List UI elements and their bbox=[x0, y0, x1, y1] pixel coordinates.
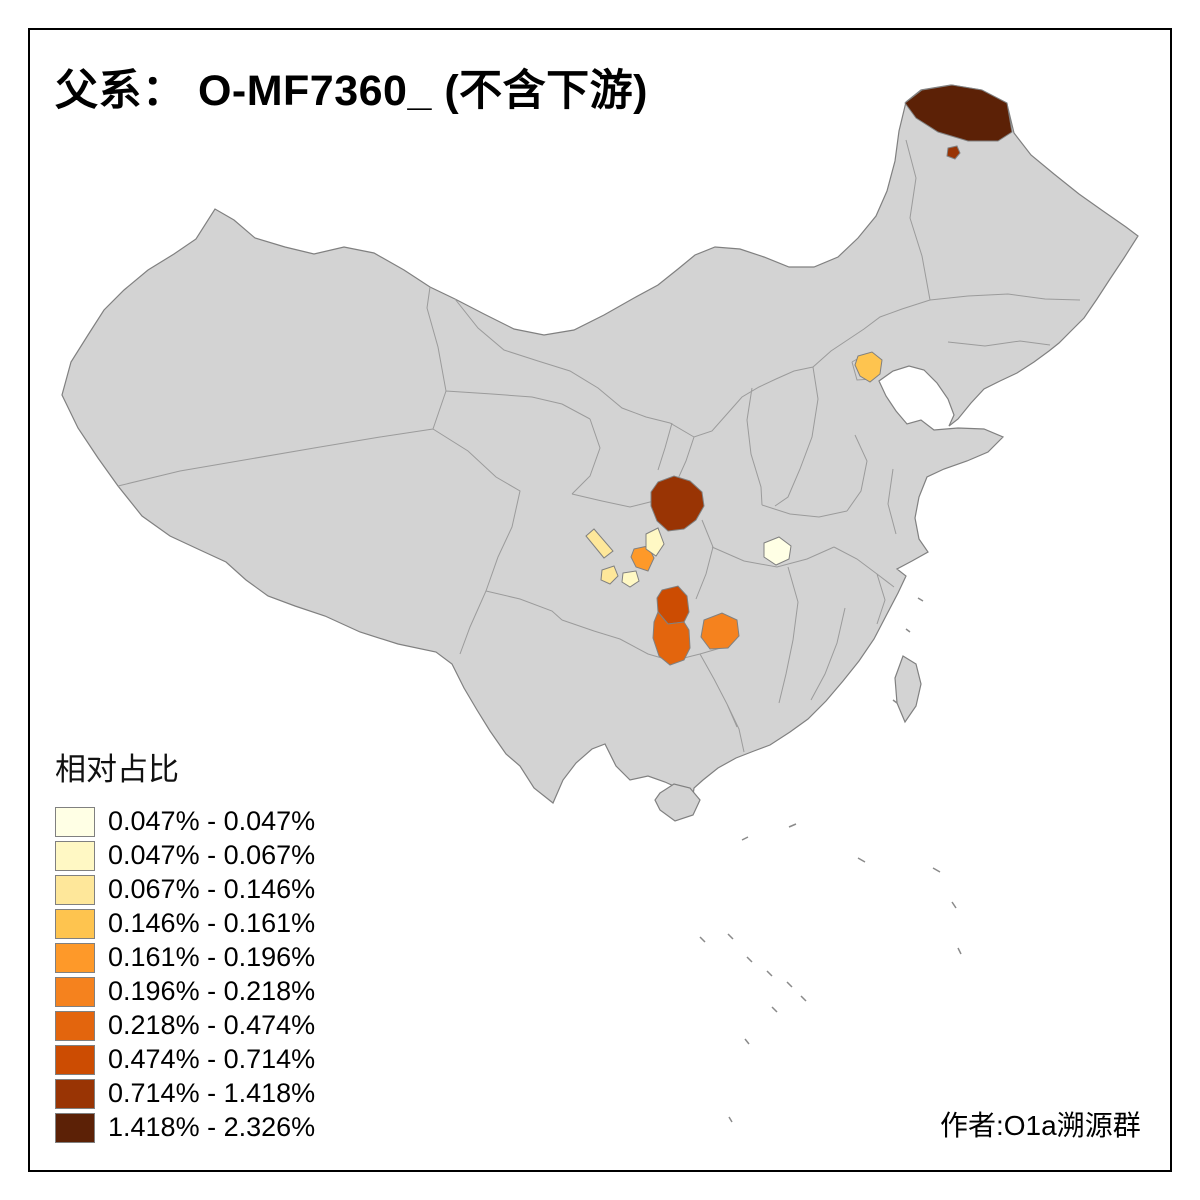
sea-islands-dashes bbox=[699, 597, 962, 1123]
legend-title: 相对占比 bbox=[55, 752, 179, 787]
map-title: 父系： O-MF7360_ (不含下游) bbox=[55, 67, 648, 115]
legend-label: 0.067% - 0.146% bbox=[108, 874, 316, 904]
legend-swatch bbox=[55, 1044, 95, 1075]
legend-swatch bbox=[55, 806, 95, 837]
legend-item: 0.218% - 0.474% bbox=[55, 1009, 315, 1042]
legend-label: 0.474% - 0.714% bbox=[108, 1044, 316, 1074]
legend-swatch bbox=[55, 942, 95, 973]
author-credit: 作者:O1a溯源群 bbox=[940, 1110, 1141, 1141]
legend-label: 0.146% - 0.161% bbox=[108, 908, 316, 938]
legend-swatch bbox=[55, 874, 95, 905]
legend-item: 0.146% - 0.161% bbox=[55, 907, 315, 940]
legend-item: 0.714% - 1.418% bbox=[55, 1077, 315, 1110]
map-region-sichuan-small-southeast bbox=[621, 570, 640, 588]
map-region-heilongjiang-small bbox=[946, 145, 961, 160]
legend-item: 0.047% - 0.047% bbox=[55, 805, 315, 838]
map-region-chongqing-southeast bbox=[700, 612, 740, 650]
legend-swatch bbox=[55, 908, 95, 939]
legend-swatch bbox=[55, 1112, 95, 1143]
legend-item: 1.418% - 2.326% bbox=[55, 1111, 315, 1144]
legend-label: 0.047% - 0.047% bbox=[108, 806, 316, 836]
map-region-sichuan-west-strip bbox=[585, 528, 614, 559]
legend-label: 0.714% - 1.418% bbox=[108, 1078, 316, 1108]
map-region-sichuan-small-south bbox=[600, 565, 619, 585]
highlighted-regions bbox=[585, 84, 1013, 666]
legend-swatch bbox=[55, 840, 95, 871]
legend-label: 0.196% - 0.218% bbox=[108, 976, 316, 1006]
legend-label: 0.218% - 0.474% bbox=[108, 1010, 316, 1040]
legend-swatch bbox=[55, 1010, 95, 1041]
map-base bbox=[61, 84, 1139, 822]
legend-item: 0.161% - 0.196% bbox=[55, 941, 315, 974]
map-region-heilongjiang-north bbox=[904, 84, 1013, 142]
legend-item: 0.047% - 0.067% bbox=[55, 839, 315, 872]
legend: 相对占比 0.047% - 0.047% 0.047% - 0.067% 0.0… bbox=[55, 744, 315, 1145]
legend-label: 0.161% - 0.196% bbox=[108, 942, 316, 972]
legend-swatch bbox=[55, 1078, 95, 1109]
map-region-southern-shaanxi bbox=[650, 475, 705, 532]
map-region-tianjin-area bbox=[854, 351, 883, 383]
legend-swatch bbox=[55, 976, 95, 1007]
province-borders bbox=[117, 139, 1081, 753]
legend-item: 0.196% - 0.218% bbox=[55, 975, 315, 1008]
hainan-island bbox=[654, 783, 701, 822]
legend-item: 0.067% - 0.146% bbox=[55, 873, 315, 906]
legend-label: 1.418% - 2.326% bbox=[108, 1112, 316, 1142]
taiwan-island bbox=[894, 655, 922, 724]
mainland-outline bbox=[61, 84, 1139, 805]
legend-item: 0.474% - 0.714% bbox=[55, 1043, 315, 1076]
legend-label: 0.047% - 0.067% bbox=[108, 840, 316, 870]
map-region-sichuan-pale-west bbox=[645, 527, 665, 557]
map-region-hubei-central-pale bbox=[763, 536, 792, 566]
map-region-guizhou-north-lower bbox=[652, 611, 691, 666]
